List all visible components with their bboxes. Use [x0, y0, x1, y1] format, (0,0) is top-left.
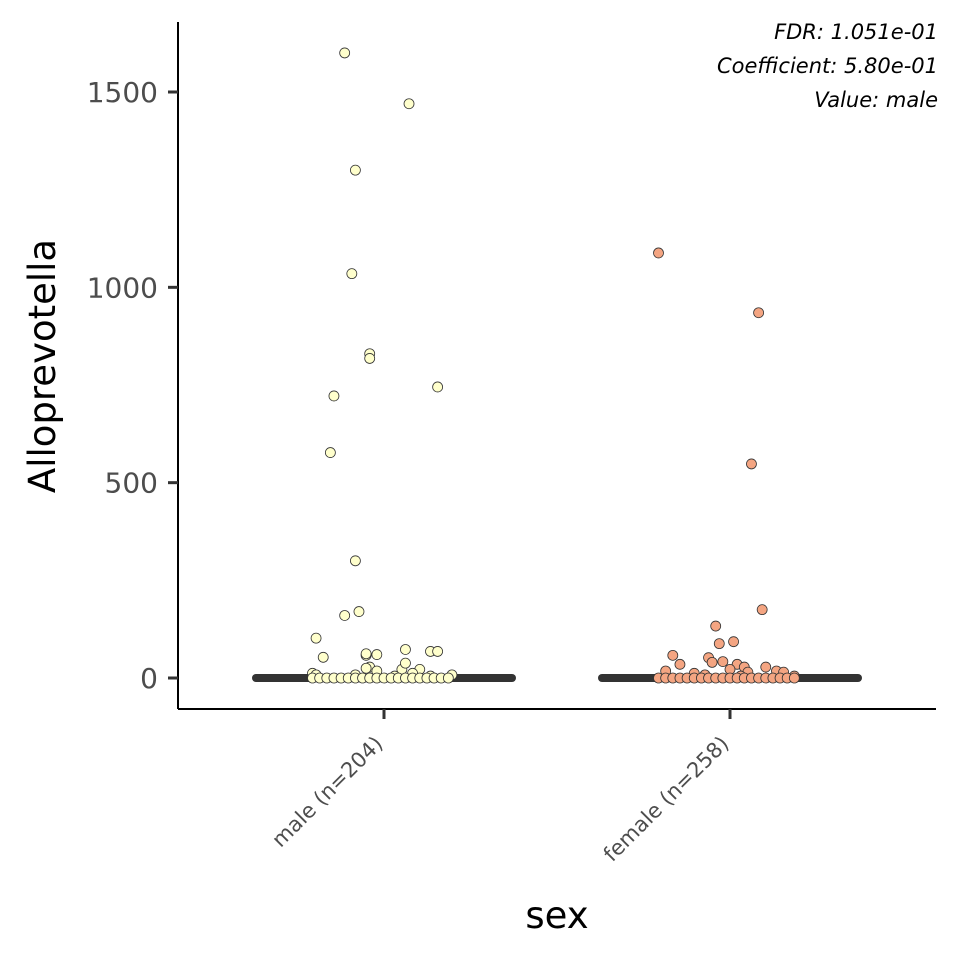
data-point: [400, 644, 411, 655]
data-point: [674, 658, 686, 670]
x-tick-label: male (n=204): [267, 732, 387, 852]
data-point: [360, 662, 372, 674]
y-tick-label: 0: [140, 662, 158, 695]
data-point: [653, 247, 664, 259]
axes: 0 500 1000 1500 male (n=204) female (n=258): [87, 22, 936, 866]
y-tick-label: 500: [105, 467, 158, 500]
data-point: [328, 390, 340, 402]
data-point: [310, 632, 322, 644]
data-point: [442, 672, 454, 684]
data-point: [746, 458, 757, 470]
data-point: [353, 606, 365, 617]
data-point: [349, 164, 361, 176]
data-point: [753, 307, 764, 319]
y-axis-title: Alloprevotella: [21, 239, 64, 493]
data-point: [400, 657, 411, 669]
data-point: [713, 638, 725, 650]
data-point: [756, 604, 768, 616]
data-point: [667, 649, 679, 661]
data-point: [349, 555, 361, 567]
y-tick-label: 1500: [87, 76, 158, 109]
data-point: [728, 636, 739, 648]
data-point: [360, 648, 372, 660]
plot-area: [252, 47, 862, 684]
data-point: [710, 620, 722, 632]
annotation-coefficient: Coefficient: 5.80e-01: [717, 54, 938, 78]
data-point: [788, 672, 800, 684]
data-point: [432, 381, 444, 393]
data-point: [346, 268, 358, 280]
data-point: [760, 661, 772, 673]
data-point: [339, 610, 351, 621]
data-point: [432, 646, 444, 657]
data-point: [706, 656, 718, 668]
data-point: [717, 656, 729, 667]
data-point: [324, 447, 336, 458]
annotation-fdr: FDR: 1.051e-01: [774, 20, 938, 44]
y-tick-label: 1000: [87, 271, 158, 304]
data-point: [364, 353, 376, 364]
annotation-value: Value: male: [814, 88, 938, 112]
data-point: [403, 98, 415, 110]
data-point: [317, 651, 329, 663]
data-point: [339, 47, 351, 59]
x-axis-title: sex: [525, 894, 588, 937]
x-tick-label: female (n=258): [599, 732, 734, 867]
data-point: [371, 649, 383, 660]
